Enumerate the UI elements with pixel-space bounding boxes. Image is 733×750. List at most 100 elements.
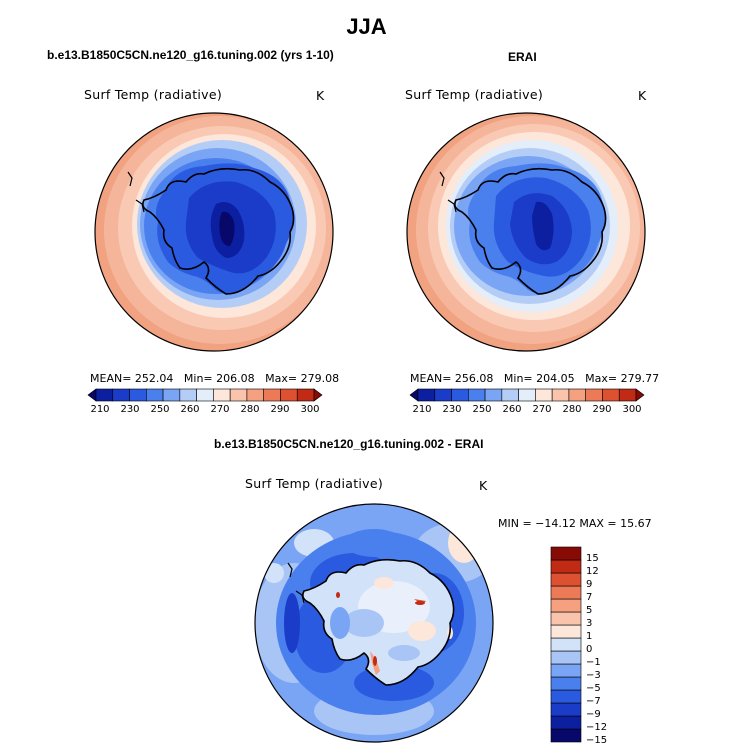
diff-colorbar [550,546,582,743]
colorbar-tick-label: 260 [502,404,522,415]
colorbar-tick-label: 280 [240,404,260,415]
colorbar-tick-label: −12 [586,722,608,733]
model-variable-label: Surf Temp (radiative) [84,87,223,102]
colorbar-swatch [313,388,323,402]
obs-variable-label: Surf Temp (radiative) [405,87,544,102]
diff-panel-title: b.e13.B1850C5CN.ne120_g16.tuning.002 - E… [214,437,484,451]
colorbar-tick-label: 1 [586,631,593,642]
model-polar-map [94,112,334,352]
colorbar-swatch [280,388,298,402]
colorbar-swatch [518,388,536,402]
obs-mean-label: MEAN= 256.08 [410,372,494,385]
colorbar-tick-label: 270 [532,404,552,415]
colorbar-swatch [550,637,582,652]
colorbar-swatch [550,559,582,574]
diff-colorbar-ticks: 15 12 9 7 5 3 1 0 −1 −3 −5 −7 −9 −12 −15 [586,547,616,746]
colorbar-tick-label: 9 [586,579,593,590]
diff-variable-label: Surf Temp (radiative) [245,476,384,491]
model-units-label: K [316,88,325,103]
colorbar-tick-label: 260 [180,404,200,415]
colorbar-tick-label: −3 [586,670,601,681]
colorbar-swatch [484,388,503,402]
colorbar-swatch [585,388,603,402]
colorbar-swatch [550,624,582,639]
colorbar-swatch [162,388,181,402]
colorbar-swatch [468,388,486,402]
colorbar-swatch [213,388,231,402]
model-colorbar-ticks: 210 230 250 260 270 280 290 300 [88,404,322,418]
model-mean-label: MEAN= 252.04 [90,372,174,385]
obs-polar-map [406,112,646,352]
colorbar-swatch [179,388,197,402]
model-colorbar [87,388,323,402]
colorbar-swatch [263,388,281,402]
colorbar-swatch [87,388,97,402]
model-min-label: Min= 206.08 [183,372,255,385]
colorbar-tick-label: 230 [120,404,140,415]
colorbar-swatch [602,388,620,402]
colorbar-swatch [535,388,553,402]
colorbar-tick-label: 15 [586,553,599,564]
colorbar-swatch [112,388,130,402]
colorbar-tick-label: −5 [586,683,601,694]
colorbar-swatch [550,728,582,743]
obs-colorbar [409,388,645,402]
colorbar-swatch [434,388,452,402]
obs-min-label: Min= 204.05 [503,372,575,385]
colorbar-swatch [146,388,164,402]
colorbar-tick-label: −9 [586,709,601,720]
colorbar-swatch [618,388,637,402]
colorbar-swatch [229,388,248,402]
colorbar-tick-label: −15 [586,735,608,746]
colorbar-swatch [296,388,315,402]
colorbar-swatch [550,546,582,561]
colorbar-swatch [550,650,582,665]
diff-polar-map [254,503,494,743]
colorbar-swatch [129,388,147,402]
colorbar-swatch [501,388,519,402]
colorbar-tick-label: 270 [210,404,230,415]
figure-title: JJA [346,14,387,39]
colorbar-tick-label: −1 [586,657,601,668]
colorbar-swatch [635,388,645,402]
colorbar-tick-label: 5 [586,605,593,616]
colorbar-tick-label: 300 [300,404,320,415]
colorbar-swatch [550,715,582,730]
colorbar-swatch [550,572,582,587]
colorbar-tick-label: 250 [472,404,492,415]
colorbar-swatch [550,676,582,691]
model-panel-title: b.e13.B1850C5CN.ne120_g16.tuning.002 (yr… [47,48,334,62]
colorbar-swatch [551,388,570,402]
colorbar-tick-label: 290 [592,404,612,415]
colorbar-tick-label: 210 [90,404,110,415]
colorbar-tick-label: −7 [586,696,601,707]
colorbar-swatch [196,388,214,402]
colorbar-swatch [550,585,582,600]
colorbar-swatch [550,689,582,704]
diff-minmax-label: MIN = −14.12 MAX = 15.67 [498,517,652,530]
colorbar-tick-label: 290 [270,404,290,415]
diff-units-label: K [479,478,488,493]
model-max-label: Max= 279.08 [265,372,340,385]
colorbar-swatch [246,388,264,402]
obs-colorbar-ticks: 210 230 250 260 270 280 290 300 [410,404,644,418]
colorbar-tick-label: 230 [442,404,462,415]
colorbar-tick-label: 280 [562,404,582,415]
colorbar-swatch [409,388,419,402]
colorbar-swatch [95,388,114,402]
colorbar-swatch [550,702,582,717]
colorbar-swatch [568,388,586,402]
colorbar-swatch [417,388,436,402]
obs-panel-title: ERAI [508,50,537,64]
colorbar-tick-label: 300 [622,404,642,415]
colorbar-tick-label: 3 [586,618,593,629]
colorbar-swatch [550,611,582,626]
colorbar-tick-label: 250 [150,404,170,415]
colorbar-swatch [451,388,469,402]
colorbar-tick-label: 0 [586,644,593,655]
colorbar-tick-label: 12 [586,566,599,577]
obs-max-label: Max= 279.77 [585,372,660,385]
colorbar-swatch [550,663,582,678]
obs-units-label: K [638,88,647,103]
colorbar-swatch [550,598,582,613]
